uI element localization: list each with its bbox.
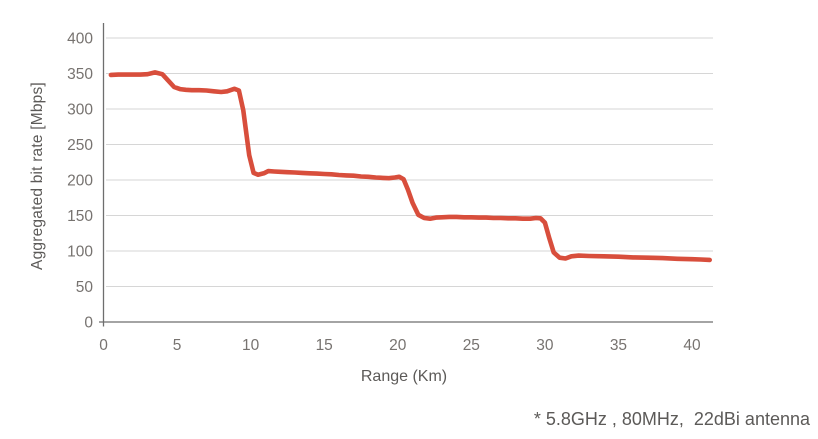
y-tick-label: 150 <box>67 208 93 225</box>
aggregated-bit-rate-line-series <box>108 70 713 263</box>
x-tick-label: 15 <box>316 337 333 354</box>
x-axis-title: Range (Km) <box>360 368 448 385</box>
y-tick-label: 100 <box>67 244 93 261</box>
x-tick-label: 40 <box>683 337 701 354</box>
x-tick-label: 30 <box>536 337 554 354</box>
x-tick-label: 5 <box>173 337 182 354</box>
y-tick-label: 0 <box>84 315 93 332</box>
y-tick-label: 250 <box>67 137 93 154</box>
x-tick-label: 20 <box>389 337 407 354</box>
y-tick-label: 350 <box>67 66 93 83</box>
y-tick-label: 300 <box>67 102 93 119</box>
y-tick-label: 400 <box>67 31 93 48</box>
x-tick-label: 35 <box>610 337 627 354</box>
x-tick-label: 10 <box>242 337 260 354</box>
chart-footnote: * 5.8GHz , 80MHz, 22dBi antenna <box>533 409 810 429</box>
y-axis-title-text: Aggregated bit rate [Mbps] <box>29 82 46 270</box>
y-tick-label: 50 <box>76 279 94 296</box>
x-tick-label: 25 <box>463 337 480 354</box>
y-tick-label: 200 <box>67 173 93 190</box>
x-tick-label: 0 <box>99 337 108 354</box>
